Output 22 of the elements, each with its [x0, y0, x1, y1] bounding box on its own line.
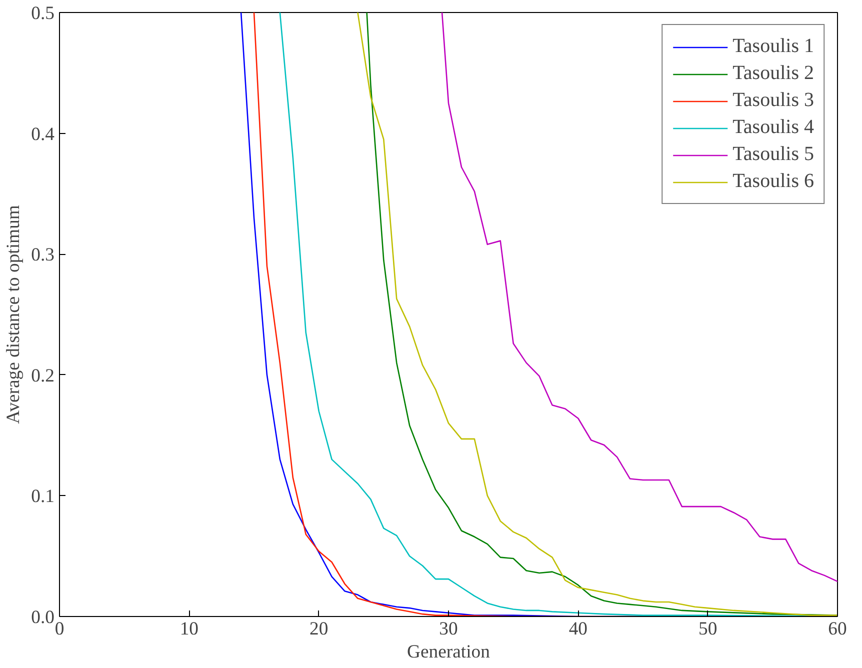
legend-label: Tasoulis 3	[732, 89, 814, 112]
legend-label: Tasoulis 4	[732, 116, 814, 139]
y-tick-label: 0.1	[31, 486, 55, 508]
x-tick-label: 10	[180, 618, 198, 640]
y-tick-label: 0.3	[31, 244, 55, 266]
y-axis-title: Average distance to optimum	[3, 204, 24, 424]
legend-label: Tasoulis 5	[732, 143, 814, 166]
y-tick-label: 0.4	[31, 124, 56, 145]
x-axis-title: Generation	[407, 642, 491, 662]
y-tick-label: 0.0	[31, 607, 55, 628]
y-tick-label: 0.5	[31, 3, 55, 24]
legend-label: Tasoulis 6	[732, 170, 814, 193]
y-tick-label: 0.2	[31, 365, 55, 386]
line-series	[441, 12, 838, 582]
x-tick-label: 0	[54, 618, 64, 640]
x-tick-label: 50	[698, 618, 718, 640]
x-tick-label: 60	[828, 618, 847, 640]
x-tick-label: 20	[310, 618, 328, 640]
legend-label: Tasoulis 2	[732, 62, 814, 85]
x-tick-label: 30	[439, 618, 458, 640]
legend-label: Tasoulis 1	[732, 35, 814, 58]
x-tick-label: 40	[568, 618, 588, 640]
